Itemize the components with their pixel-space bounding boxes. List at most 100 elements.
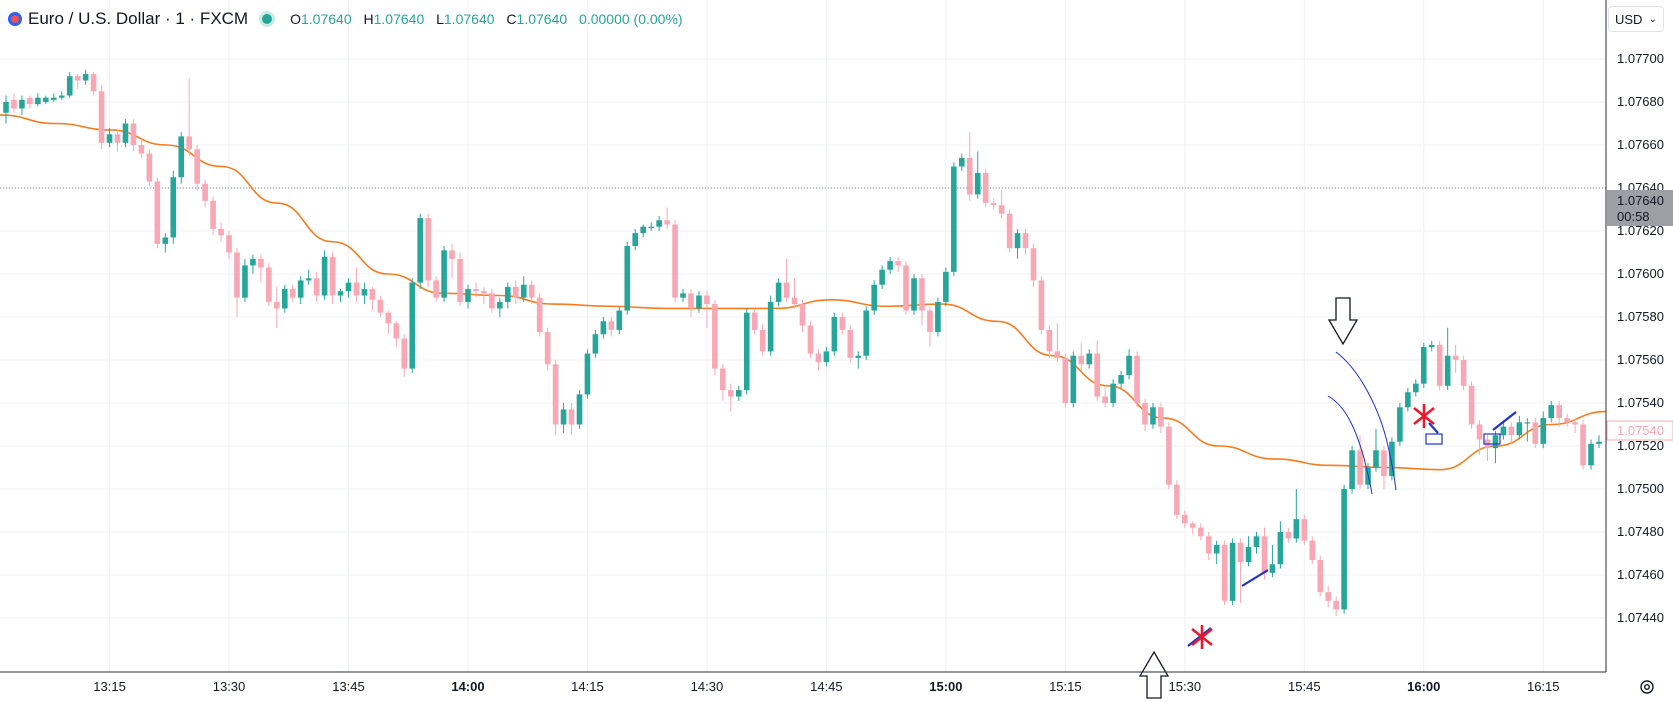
candle[interactable]: [1158, 403, 1164, 434]
candle[interactable]: [497, 297, 503, 317]
candle[interactable]: [393, 321, 400, 348]
candle[interactable]: [43, 95, 49, 105]
candle[interactable]: [1460, 355, 1467, 391]
candle[interactable]: [106, 127, 113, 148]
candle[interactable]: [409, 278, 416, 373]
candle[interactable]: [481, 286, 487, 305]
annotation-box[interactable]: [1425, 433, 1443, 445]
candle[interactable]: [672, 220, 678, 302]
candle[interactable]: [130, 119, 137, 152]
candle[interactable]: [1078, 342, 1085, 371]
candle[interactable]: [688, 289, 694, 317]
candle[interactable]: [98, 84, 105, 150]
candle[interactable]: [210, 196, 216, 236]
candle[interactable]: [895, 256, 901, 272]
candle[interactable]: [632, 228, 639, 251]
candle[interactable]: [998, 190, 1005, 219]
candle[interactable]: [1500, 420, 1507, 440]
candle[interactable]: [473, 282, 479, 298]
candle[interactable]: [728, 383, 734, 412]
candle[interactable]: [1436, 340, 1443, 391]
candle[interactable]: [871, 280, 877, 315]
candle[interactable]: [1030, 243, 1037, 287]
candle[interactable]: [927, 306, 933, 348]
candle[interactable]: [823, 347, 830, 367]
candle[interactable]: [353, 267, 360, 302]
candle[interactable]: [19, 95, 25, 115]
candle[interactable]: [274, 286, 280, 328]
candle[interactable]: [250, 254, 256, 274]
candle[interactable]: [1054, 323, 1061, 363]
candle[interactable]: [712, 299, 718, 376]
candle[interactable]: [1006, 209, 1013, 253]
candle[interactable]: [592, 329, 599, 358]
candle[interactable]: [337, 289, 344, 302]
candle[interactable]: [1556, 400, 1562, 427]
candle[interactable]: [449, 243, 455, 279]
candle[interactable]: [1325, 585, 1331, 608]
candle[interactable]: [990, 198, 997, 210]
candle[interactable]: [1174, 480, 1180, 520]
candle[interactable]: [1572, 418, 1578, 434]
candle[interactable]: [1189, 521, 1196, 535]
candle[interactable]: [1118, 370, 1124, 388]
time-axis[interactable]: 13:15 13:30 13:45 14:00 14:15 14:30 14:45 15:00…: [93, 679, 1559, 694]
candle[interactable]: [1357, 435, 1363, 489]
candle[interactable]: [1333, 596, 1339, 616]
candle[interactable]: [1038, 276, 1045, 335]
candle[interactable]: [680, 289, 686, 302]
arrow-up-icon[interactable]: [1138, 650, 1170, 699]
candle[interactable]: [266, 263, 272, 307]
candle[interactable]: [114, 129, 121, 152]
candle[interactable]: [1381, 446, 1387, 489]
candle[interactable]: [696, 291, 702, 313]
candle[interactable]: [935, 297, 941, 337]
candle[interactable]: [911, 274, 917, 315]
candle[interactable]: [1285, 527, 1292, 543]
candle[interactable]: [1126, 349, 1132, 380]
candle[interactable]: [847, 325, 854, 363]
candle[interactable]: [879, 265, 885, 290]
candle[interactable]: [82, 69, 89, 85]
candle[interactable]: [281, 284, 288, 313]
candle[interactable]: [226, 231, 232, 259]
candle[interactable]: [194, 145, 200, 191]
candle[interactable]: [1349, 446, 1355, 494]
candle[interactable]: [1197, 523, 1204, 541]
candle[interactable]: [783, 258, 790, 302]
candle[interactable]: [170, 170, 177, 244]
candle[interactable]: [1516, 415, 1523, 440]
trend-line-segment[interactable]: [1187, 627, 1212, 647]
candle[interactable]: [1245, 536, 1252, 567]
candle[interactable]: [1444, 327, 1451, 391]
cross-marker-icon[interactable]: [1413, 404, 1435, 428]
candle[interactable]: [385, 310, 392, 335]
candle[interactable]: [775, 278, 782, 307]
candle[interactable]: [640, 224, 646, 238]
candle[interactable]: [887, 256, 893, 274]
candle[interactable]: [919, 274, 925, 326]
candle[interactable]: [1022, 228, 1029, 255]
candle[interactable]: [974, 151, 981, 199]
candle[interactable]: [616, 306, 623, 335]
candle[interactable]: [1301, 514, 1308, 545]
candle[interactable]: [743, 308, 750, 395]
candle[interactable]: [624, 241, 631, 315]
candle[interactable]: [234, 248, 240, 317]
candle[interactable]: [1476, 420, 1483, 455]
candle[interactable]: [305, 269, 312, 285]
candle[interactable]: [512, 280, 519, 305]
candle[interactable]: [1070, 351, 1077, 408]
candle[interactable]: [791, 278, 798, 309]
candle[interactable]: [1413, 379, 1419, 397]
candle[interactable]: [417, 213, 423, 290]
candle[interactable]: [982, 168, 989, 208]
candle[interactable]: [1596, 435, 1602, 449]
candle[interactable]: [138, 138, 145, 158]
candle[interactable]: [35, 93, 41, 107]
candle[interactable]: [1150, 403, 1156, 429]
candle[interactable]: [536, 293, 543, 337]
candle[interactable]: [66, 71, 73, 98]
price-axis[interactable]: 1.07700 1.07680 1.07660 1.07640 1.07620 1.076…: [1617, 51, 1664, 625]
